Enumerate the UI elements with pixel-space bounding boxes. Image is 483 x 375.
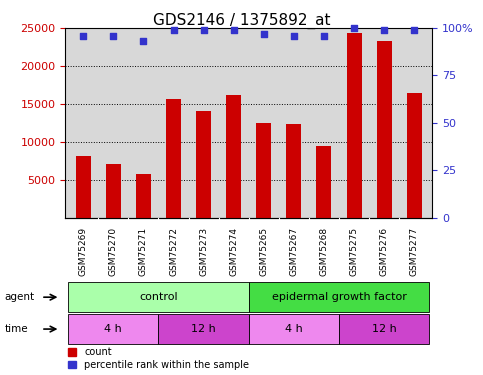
Bar — [166, 99, 181, 218]
Point — [200, 27, 208, 33]
Bar — [339, 314, 429, 344]
Text: GSM75274: GSM75274 — [229, 227, 238, 276]
Text: GSM75277: GSM75277 — [410, 227, 419, 276]
Bar — [196, 111, 211, 218]
Bar — [226, 95, 241, 218]
Bar — [68, 282, 249, 312]
Bar — [76, 156, 91, 218]
Bar — [106, 164, 121, 218]
Point — [380, 27, 388, 33]
Point — [350, 25, 358, 31]
Text: GSM75273: GSM75273 — [199, 227, 208, 276]
Point — [140, 38, 147, 44]
Bar — [377, 41, 392, 218]
Text: epidermal growth factor: epidermal growth factor — [271, 292, 407, 302]
Text: 4 h: 4 h — [285, 324, 303, 334]
Text: GDS2146 / 1375892_at: GDS2146 / 1375892_at — [153, 13, 330, 29]
Text: GSM75268: GSM75268 — [319, 227, 328, 276]
Bar — [256, 123, 271, 218]
Text: 12 h: 12 h — [191, 324, 216, 334]
Point — [320, 33, 328, 39]
Text: GSM75267: GSM75267 — [289, 227, 298, 276]
Bar — [249, 314, 339, 344]
Bar — [286, 124, 301, 217]
Text: GSM75275: GSM75275 — [350, 227, 358, 276]
Text: GSM75272: GSM75272 — [169, 227, 178, 276]
Point — [411, 27, 418, 33]
Bar — [316, 146, 331, 218]
Text: agent: agent — [5, 292, 35, 302]
Point — [110, 33, 117, 39]
Point — [79, 33, 87, 39]
Bar — [407, 93, 422, 218]
Text: 4 h: 4 h — [104, 324, 122, 334]
Point — [260, 31, 268, 37]
Bar — [68, 314, 158, 344]
Text: GSM75269: GSM75269 — [79, 227, 88, 276]
Point — [230, 27, 238, 33]
Text: time: time — [5, 324, 28, 334]
Text: control: control — [139, 292, 178, 302]
Bar — [249, 282, 429, 312]
Point — [290, 33, 298, 39]
Bar — [136, 174, 151, 217]
Text: GSM75271: GSM75271 — [139, 227, 148, 276]
Point — [170, 27, 177, 33]
Text: GSM75276: GSM75276 — [380, 227, 389, 276]
Text: 12 h: 12 h — [372, 324, 397, 334]
Text: GSM75265: GSM75265 — [259, 227, 268, 276]
Bar — [346, 33, 362, 218]
Legend: count, percentile rank within the sample: count, percentile rank within the sample — [68, 347, 249, 370]
Text: GSM75270: GSM75270 — [109, 227, 118, 276]
Bar — [158, 314, 249, 344]
